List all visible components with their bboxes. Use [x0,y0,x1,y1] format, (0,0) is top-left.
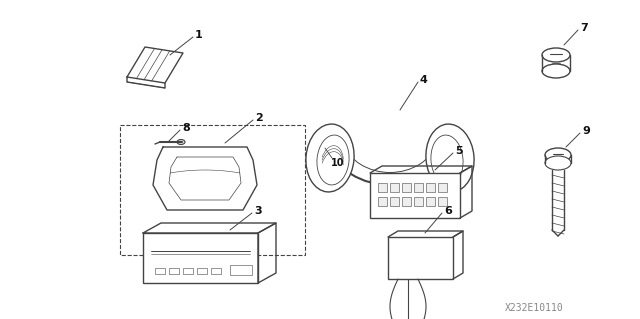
Bar [230,265,252,275]
Text: 7: 7 [580,23,588,33]
Bar [438,197,447,206]
Bar [390,183,399,192]
Text: 6: 6 [444,206,452,216]
Ellipse shape [426,124,474,192]
Bar [414,197,423,206]
Bar [370,173,460,218]
Text: X232E10110: X232E10110 [505,303,564,313]
Bar [402,197,411,206]
Ellipse shape [545,156,571,170]
Bar [197,268,207,274]
Bar [414,183,423,192]
Text: 9: 9 [582,126,590,136]
Ellipse shape [177,139,185,145]
Ellipse shape [542,64,570,78]
Bar [143,233,258,283]
Text: 4: 4 [420,75,428,85]
Bar [169,268,179,274]
Text: 3: 3 [254,206,262,216]
Bar [378,197,387,206]
Bar [211,268,221,274]
Text: 5: 5 [455,146,463,156]
Ellipse shape [306,124,354,192]
Bar [390,197,399,206]
Bar [426,183,435,192]
Text: 2: 2 [255,113,263,123]
Ellipse shape [542,48,570,62]
Text: 1: 1 [195,30,203,40]
Bar [155,268,165,274]
Ellipse shape [545,148,571,162]
Bar [183,268,193,274]
Bar [438,183,447,192]
Bar [402,183,411,192]
Text: 8: 8 [182,123,189,133]
Bar [120,125,305,255]
Bar [388,237,453,279]
Bar [426,197,435,206]
Bar [378,183,387,192]
Text: 10: 10 [332,158,345,168]
